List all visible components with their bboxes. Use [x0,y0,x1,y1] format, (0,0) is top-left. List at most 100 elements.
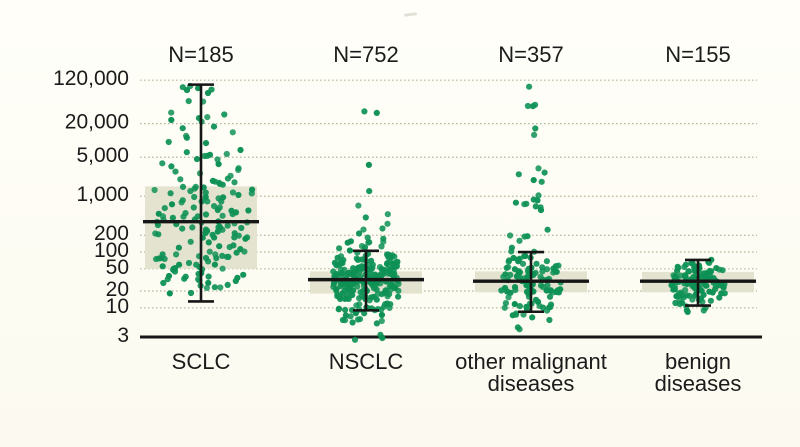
data-dot [165,138,172,146]
data-dot [369,264,376,272]
y-tick-label: 50 [106,256,129,279]
data-dot [539,268,546,275]
data-dot [555,262,562,269]
dot-swarm [330,108,402,343]
data-dot [168,201,176,208]
data-dot [543,307,551,314]
data-dot [353,302,360,309]
data-dot [503,264,510,271]
data-dot [211,261,218,268]
data-dot [342,312,349,319]
data-dot [155,210,162,217]
data-dot [191,193,198,201]
data-dot [210,123,218,130]
data-dot [226,244,233,251]
data-dot [508,244,515,251]
data-dot [208,86,215,93]
data-dot [215,224,222,231]
group-label: SCLC [172,349,231,374]
dot-swarm [498,83,564,333]
data-dot [152,230,159,237]
data-dot [708,256,715,263]
data-dot [231,230,238,237]
n-label: N=357 [498,42,563,67]
data-dot [223,253,230,260]
data-dot [360,226,367,233]
data-dot [205,258,212,265]
data-dot [532,125,539,132]
data-dot [516,326,523,333]
data-dot [720,284,727,291]
data-dot [168,116,175,124]
data-dot [681,263,688,271]
data-dot [538,178,545,185]
data-dot [703,282,710,289]
data-dot [342,306,349,313]
data-dot [671,283,678,291]
data-dot [192,183,199,190]
data-dot [333,262,340,269]
data-dot [185,259,193,267]
data-dot [377,331,384,338]
data-dot [204,114,211,121]
data-dot [209,177,216,184]
data-dot [387,265,394,272]
data-dot [183,149,190,156]
data-dot [356,295,363,302]
data-dot [180,213,187,220]
data-dot [354,283,361,290]
data-dot [181,275,188,282]
data-dot [341,295,348,302]
data-dot [354,256,362,263]
data-dot [371,279,378,287]
data-dot [519,260,527,267]
group-label: diseases [655,371,742,396]
data-dot [216,243,223,250]
data-dot [232,277,239,285]
data-dot [690,273,697,281]
data-dot [224,175,231,182]
data-dot [211,203,218,210]
y-tick-label: 5,000 [76,144,129,167]
data-dot [674,267,681,274]
data-dot [161,205,168,212]
data-dot [378,311,385,319]
data-dot [511,266,518,273]
data-dot [216,180,223,187]
data-dot [159,263,166,270]
data-dot [202,140,210,147]
data-dot [555,289,563,296]
data-dot [205,239,212,246]
data-dot [524,102,532,110]
data-dot [194,213,201,220]
data-dot [546,316,553,324]
data-dot [349,319,356,326]
data-dot [220,194,227,201]
data-dot [707,297,715,304]
data-dot [381,290,388,297]
data-dot [697,295,705,302]
data-dot [235,191,242,199]
data-dot [214,156,221,163]
data-dot [719,267,726,274]
data-dot [697,281,705,289]
y-tick-label: 20,000 [65,111,129,134]
data-dot [378,243,385,250]
n-label: N=155 [665,42,730,67]
data-dot [229,129,236,136]
data-dot [709,289,716,296]
data-dot [177,176,184,183]
group-label: other malignant [455,349,607,374]
data-dot [211,284,218,291]
data-dot [172,168,179,175]
group-label: NSCLC [329,349,404,374]
data-dot [214,206,221,214]
data-dot [355,202,362,209]
data-dot [347,282,354,289]
data-dot [219,265,226,272]
data-dot [203,284,210,291]
data-dot [187,289,195,297]
data-dot [179,125,186,132]
data-dot [160,279,167,287]
